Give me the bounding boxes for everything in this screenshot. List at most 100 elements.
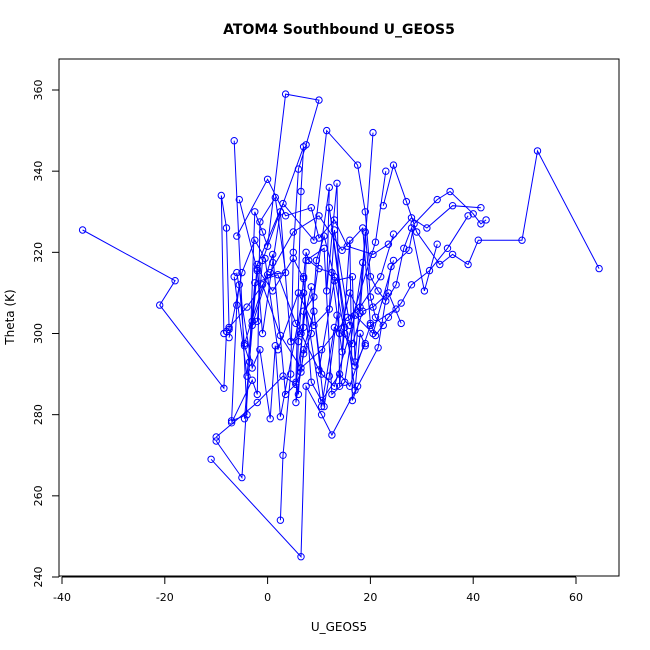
data-point xyxy=(353,382,362,390)
data-point xyxy=(407,214,416,222)
data-point xyxy=(371,313,380,321)
data-point xyxy=(253,317,261,325)
data-point xyxy=(448,202,457,210)
data-point xyxy=(292,319,300,328)
data-point xyxy=(328,390,336,399)
data-point xyxy=(333,179,341,188)
data-point xyxy=(433,240,441,248)
data-point xyxy=(230,137,238,145)
data-point xyxy=(405,246,413,255)
data-point xyxy=(253,398,261,407)
data-point xyxy=(317,370,326,378)
data-point xyxy=(240,415,249,423)
data-point xyxy=(374,344,382,352)
data-point xyxy=(297,187,305,196)
data-point xyxy=(341,378,349,386)
y-tick-label: 320 xyxy=(32,242,45,263)
series-line xyxy=(382,149,600,269)
data-point xyxy=(317,346,326,354)
series-line xyxy=(210,190,487,558)
data-point xyxy=(425,266,434,275)
data-point xyxy=(477,204,485,212)
data-point xyxy=(446,187,454,196)
data-point xyxy=(156,301,164,309)
data-point xyxy=(310,307,318,315)
data-point xyxy=(258,329,267,338)
data-point xyxy=(276,331,285,340)
data-point xyxy=(220,329,228,338)
data-point xyxy=(258,281,267,289)
series-11 xyxy=(233,268,405,423)
data-point xyxy=(256,218,264,226)
data-point xyxy=(369,329,377,338)
data-point xyxy=(251,279,259,287)
data-point xyxy=(343,313,351,321)
data-point xyxy=(307,378,315,386)
data-point xyxy=(302,248,310,257)
y-tick-label: 260 xyxy=(32,485,45,506)
data-point xyxy=(343,242,351,250)
data-point xyxy=(238,473,246,482)
x-axis-label: U_GEOS5 xyxy=(311,620,367,634)
series-13 xyxy=(233,175,485,259)
data-point xyxy=(379,321,387,330)
data-point xyxy=(356,303,364,311)
data-point xyxy=(225,323,233,332)
data-point xyxy=(299,346,308,354)
x-tick-label: -20 xyxy=(156,591,174,604)
data-point xyxy=(351,311,359,319)
x-tick-label: 40 xyxy=(466,591,480,604)
data-point xyxy=(379,202,387,210)
data-point xyxy=(315,234,323,242)
data-point xyxy=(320,402,328,411)
data-point xyxy=(443,244,452,253)
data-point xyxy=(279,451,287,459)
data-point xyxy=(212,437,220,445)
data-point xyxy=(335,382,344,390)
data-point xyxy=(477,220,485,228)
y-tick-label: 340 xyxy=(32,161,45,182)
data-point xyxy=(302,141,310,149)
data-point xyxy=(248,376,256,384)
series-17 xyxy=(225,230,398,372)
data-point xyxy=(238,268,246,277)
data-point xyxy=(233,268,241,277)
data-point xyxy=(392,281,400,289)
data-point xyxy=(348,396,357,405)
y-tick-label: 280 xyxy=(32,404,45,425)
data-point xyxy=(297,364,305,372)
data-point xyxy=(251,236,259,244)
data-point xyxy=(253,264,261,273)
data-point xyxy=(287,370,295,378)
data-point xyxy=(469,210,477,218)
data-point xyxy=(420,287,429,295)
data-point xyxy=(297,553,305,561)
data-point xyxy=(294,390,303,399)
y-tick-label: 360 xyxy=(32,80,45,101)
data-point xyxy=(279,372,287,380)
data-point xyxy=(389,230,398,238)
data-point xyxy=(317,411,326,419)
data-point xyxy=(464,260,472,269)
data-point xyxy=(518,236,526,244)
data-point xyxy=(330,323,339,332)
x-axis: -40 -20 0 20 40 60 xyxy=(53,576,583,604)
data-point xyxy=(382,167,390,175)
series-line xyxy=(82,195,230,390)
data-point xyxy=(233,301,241,309)
data-point xyxy=(361,208,369,216)
data-point xyxy=(292,380,300,388)
data-point xyxy=(225,333,233,342)
data-point xyxy=(335,370,344,378)
data-point xyxy=(78,226,87,234)
data-point xyxy=(292,398,300,407)
data-point xyxy=(353,161,362,169)
data-point xyxy=(320,244,328,253)
data-point xyxy=(392,305,400,313)
series-line xyxy=(233,231,384,377)
data-point xyxy=(225,325,233,334)
data-point xyxy=(212,433,220,441)
data-point xyxy=(307,283,315,291)
data-point xyxy=(410,220,418,228)
data-point xyxy=(389,256,398,265)
